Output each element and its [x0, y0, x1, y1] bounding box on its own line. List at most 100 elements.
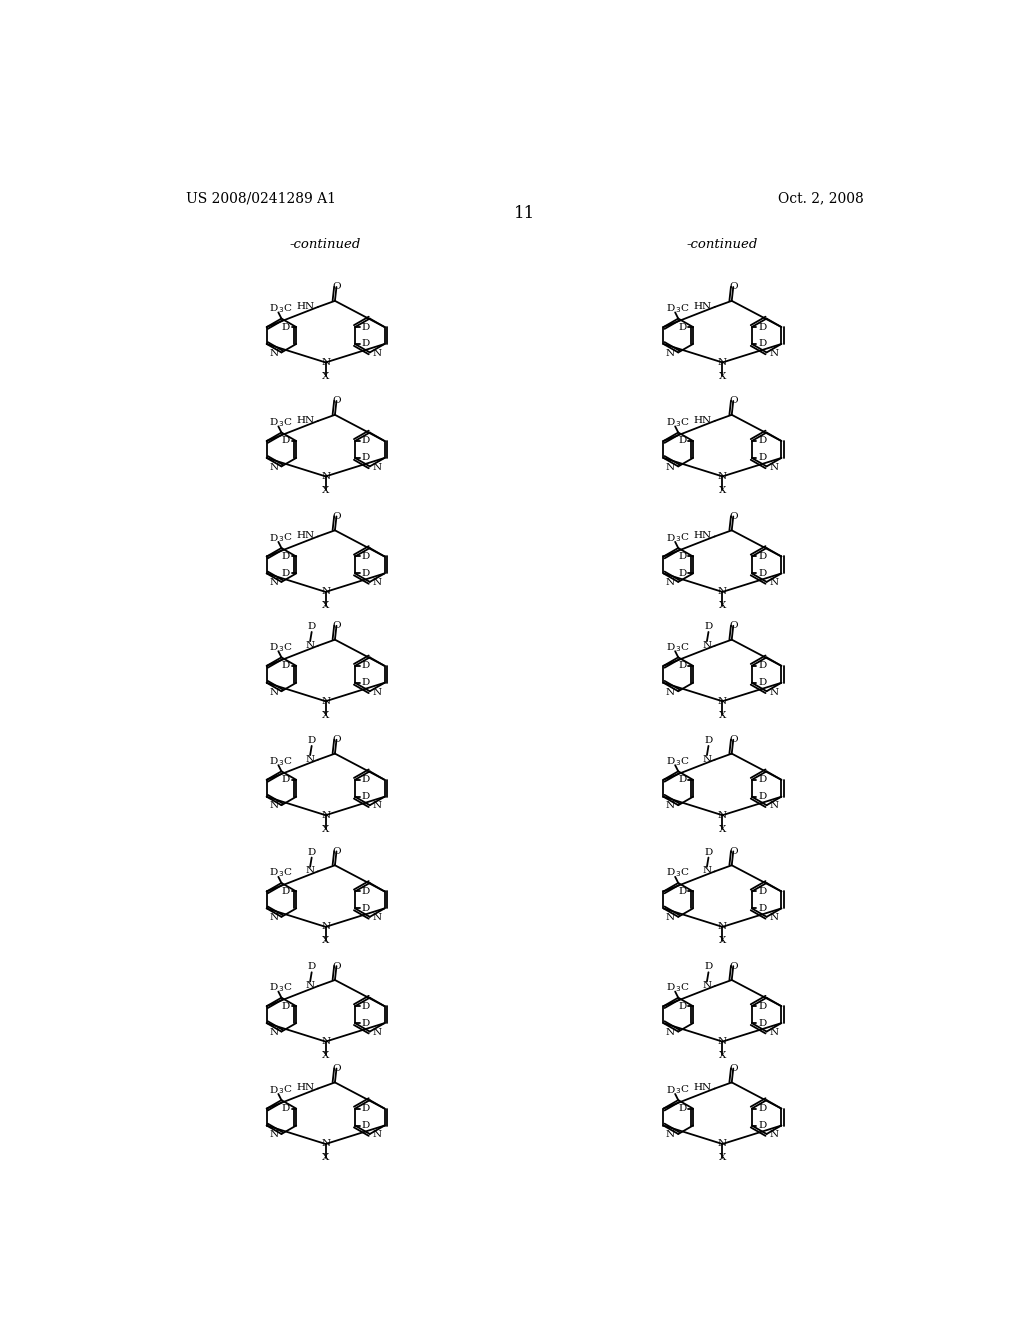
Text: $_3$C: $_3$C	[279, 755, 293, 768]
Text: Oct. 2, 2008: Oct. 2, 2008	[777, 191, 863, 206]
Text: HN: HN	[693, 1084, 712, 1092]
Text: D: D	[361, 1104, 370, 1113]
Text: D: D	[705, 737, 713, 744]
Text: D: D	[678, 887, 686, 896]
Text: $_3$C: $_3$C	[279, 416, 293, 429]
Text: O: O	[332, 282, 341, 292]
Text: N: N	[666, 1028, 675, 1036]
Text: -continued: -continued	[687, 238, 758, 251]
Text: N: N	[718, 697, 727, 706]
Text: N: N	[322, 473, 330, 480]
Text: O: O	[332, 847, 341, 855]
Text: N: N	[718, 810, 727, 820]
Text: D: D	[759, 1019, 767, 1027]
Text: D: D	[705, 847, 713, 857]
Text: D: D	[759, 1002, 767, 1011]
Text: D: D	[759, 678, 767, 688]
Text: N: N	[305, 866, 314, 875]
Text: D: D	[678, 1002, 686, 1011]
Text: D: D	[361, 1019, 370, 1027]
Text: O: O	[729, 512, 737, 521]
Text: 11: 11	[514, 206, 536, 222]
Text: N: N	[373, 348, 382, 358]
Text: N: N	[373, 1130, 382, 1139]
Text: N: N	[666, 578, 675, 587]
Text: X: X	[322, 372, 330, 380]
Text: X: X	[322, 936, 330, 945]
Text: D: D	[667, 1085, 675, 1094]
Text: D: D	[759, 339, 767, 348]
Text: N: N	[269, 801, 279, 810]
Text: $_3$C: $_3$C	[675, 302, 689, 315]
Text: X: X	[322, 1051, 330, 1060]
Text: D: D	[667, 533, 675, 543]
Text: D: D	[361, 775, 370, 784]
Text: N: N	[770, 348, 779, 358]
Text: N: N	[770, 801, 779, 810]
Text: N: N	[666, 463, 675, 471]
Text: D: D	[269, 643, 278, 652]
Text: D: D	[361, 678, 370, 688]
Text: D: D	[705, 622, 713, 631]
Text: N: N	[770, 578, 779, 587]
Text: N: N	[373, 463, 382, 471]
Text: N: N	[718, 473, 727, 480]
Text: $_3$C: $_3$C	[279, 642, 293, 653]
Text: D: D	[759, 887, 767, 896]
Text: D: D	[307, 962, 315, 972]
Text: D: D	[678, 775, 686, 784]
Text: D: D	[678, 569, 686, 578]
Text: D: D	[361, 322, 370, 331]
Text: -continued: -continued	[290, 238, 361, 251]
Text: $_3$C: $_3$C	[675, 532, 689, 544]
Text: N: N	[770, 913, 779, 923]
Text: D: D	[678, 322, 686, 331]
Text: N: N	[305, 981, 314, 990]
Text: D: D	[759, 661, 767, 671]
Text: N: N	[666, 1130, 675, 1139]
Text: O: O	[729, 735, 737, 744]
Text: $_3$C: $_3$C	[279, 302, 293, 315]
Text: D: D	[282, 437, 290, 445]
Text: O: O	[332, 962, 341, 970]
Text: D: D	[269, 983, 278, 993]
Text: X: X	[322, 710, 330, 719]
Text: D: D	[361, 904, 370, 913]
Text: D: D	[269, 756, 278, 766]
Text: D: D	[361, 1121, 370, 1130]
Text: N: N	[269, 1028, 279, 1036]
Text: O: O	[729, 962, 737, 970]
Text: N: N	[718, 923, 727, 932]
Text: D: D	[759, 552, 767, 561]
Text: O: O	[729, 282, 737, 292]
Text: X: X	[719, 602, 726, 610]
Text: D: D	[759, 1121, 767, 1130]
Text: N: N	[322, 1038, 330, 1045]
Text: D: D	[667, 756, 675, 766]
Text: N: N	[373, 913, 382, 923]
Text: D: D	[678, 1104, 686, 1113]
Text: D: D	[667, 418, 675, 426]
Text: N: N	[373, 688, 382, 697]
Text: D: D	[667, 983, 675, 993]
Text: D: D	[269, 869, 278, 878]
Text: N: N	[702, 866, 712, 875]
Text: N: N	[702, 981, 712, 990]
Text: X: X	[719, 1154, 726, 1163]
Text: D: D	[361, 569, 370, 578]
Text: D: D	[307, 737, 315, 744]
Text: $_3$C: $_3$C	[675, 755, 689, 768]
Text: N: N	[322, 587, 330, 597]
Text: D: D	[282, 552, 290, 561]
Text: HN: HN	[693, 531, 712, 540]
Text: $_3$C: $_3$C	[279, 532, 293, 544]
Text: HN: HN	[296, 302, 314, 310]
Text: $_3$C: $_3$C	[675, 866, 689, 879]
Text: D: D	[361, 792, 370, 801]
Text: HN: HN	[296, 1084, 314, 1092]
Text: D: D	[307, 847, 315, 857]
Text: HN: HN	[693, 416, 712, 425]
Text: O: O	[332, 512, 341, 521]
Text: X: X	[719, 486, 726, 495]
Text: $_3$C: $_3$C	[675, 981, 689, 994]
